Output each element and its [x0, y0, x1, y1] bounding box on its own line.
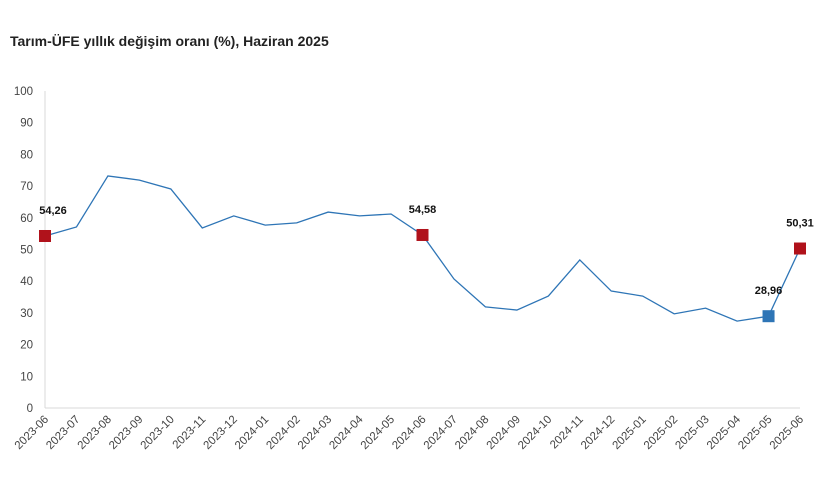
y-tick-label: 80 [20, 149, 33, 161]
y-tick-label: 60 [20, 213, 33, 225]
data-label: 28,96 [755, 285, 783, 297]
x-tick-label: 2024-09 [485, 414, 523, 452]
x-tick-label: 2023-07 [44, 414, 82, 452]
data-label: 50,31 [786, 218, 814, 230]
data-point-marker [794, 242, 806, 255]
y-tick-label: 30 [20, 308, 33, 320]
x-tick-label: 2025-01 [610, 414, 648, 452]
y-tick-label: 10 [20, 371, 33, 383]
x-tick-label: 2023-08 [76, 414, 114, 452]
x-tick-label: 2025-06 [768, 414, 806, 452]
data-point-marker [762, 310, 775, 323]
x-tick-label: 2024-06 [390, 414, 428, 452]
chart-title: Tarım-ÜFE yıllık değişim oranı (%), Hazi… [10, 33, 329, 49]
x-tick-label: 2024-12 [579, 414, 617, 452]
x-tick-label: 2023-06 [13, 414, 51, 452]
x-tick-label: 2025-03 [673, 414, 711, 452]
data-point-marker [416, 228, 429, 241]
x-tick-label: 2023-10 [139, 414, 177, 452]
x-tick-label: 2024-03 [296, 414, 334, 452]
y-tick-label: 50 [20, 245, 33, 257]
x-tick-label: 2025-02 [642, 414, 680, 452]
x-tick-label: 2023-12 [202, 414, 240, 452]
y-tick-label: 90 [20, 118, 33, 130]
y-tick-label: 40 [20, 276, 33, 288]
series-line [44, 175, 801, 322]
y-tick-label: 100 [14, 86, 33, 98]
y-tick-label: 70 [20, 181, 33, 193]
x-tick-label: 2023-09 [107, 414, 145, 452]
x-tick-label: 2024-07 [422, 414, 460, 452]
data-point-marker [39, 229, 51, 242]
x-tick-label: 2025-05 [736, 414, 774, 452]
x-tick-label: 2024-08 [453, 414, 491, 452]
data-label: 54,58 [409, 204, 437, 216]
x-tick-label: 2024-10 [516, 414, 554, 452]
x-tick-label: 2024-02 [264, 414, 302, 452]
y-tick-label: 20 [20, 340, 33, 352]
x-tick-label: 2024-05 [359, 414, 397, 452]
data-label: 54,26 [39, 205, 67, 217]
x-tick-label: 2024-01 [233, 414, 271, 452]
y-tick-label: 0 [27, 403, 33, 415]
